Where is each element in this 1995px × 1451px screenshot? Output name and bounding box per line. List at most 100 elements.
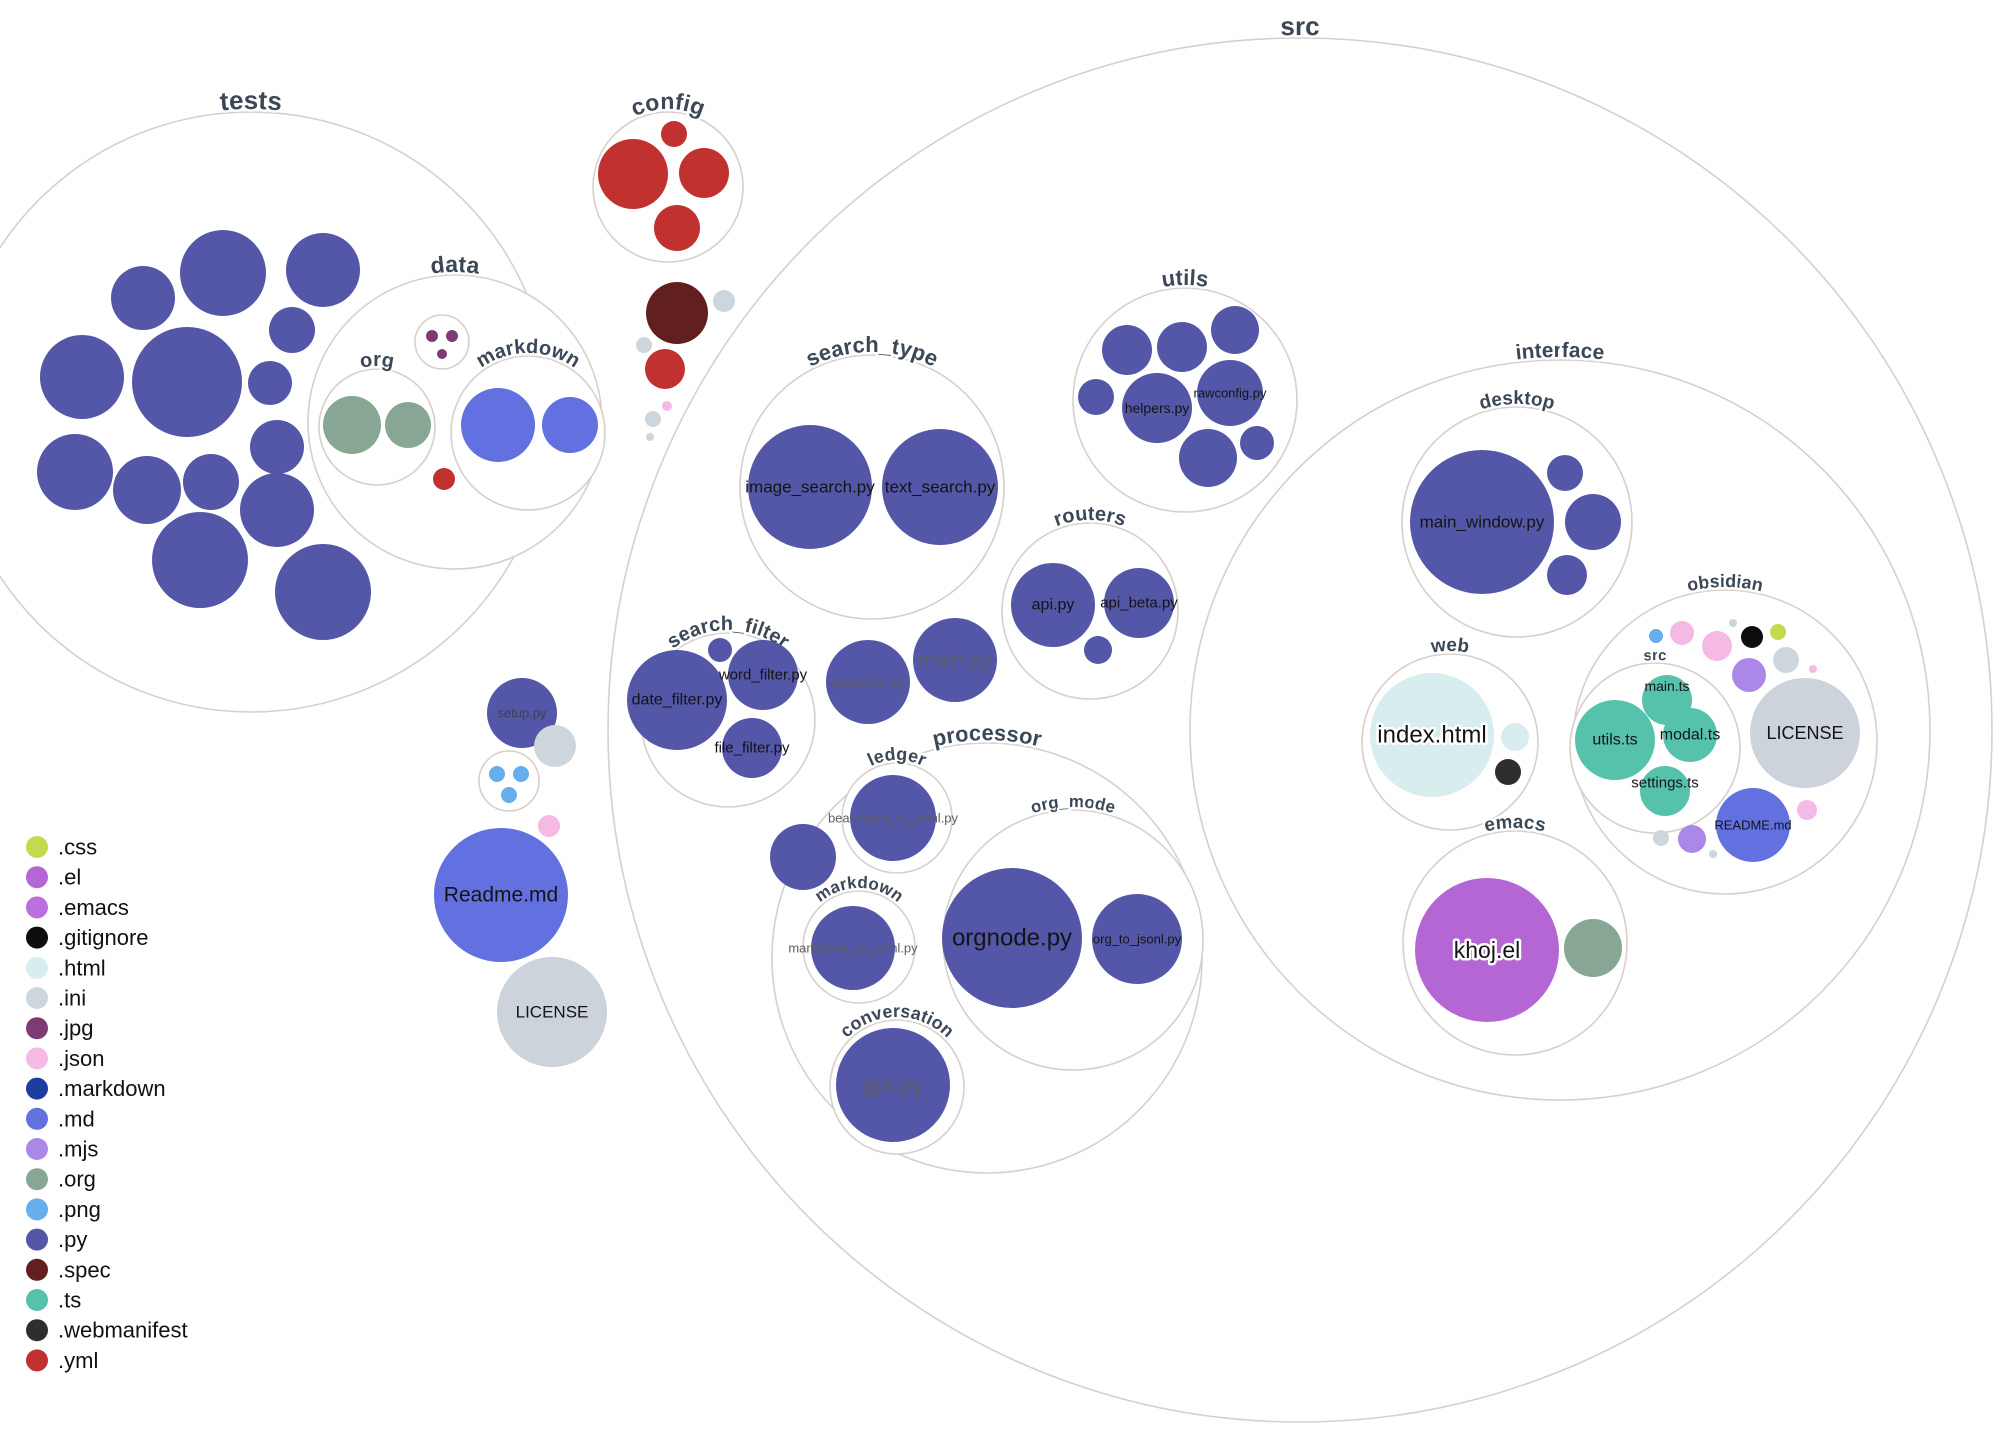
file-settings.ts-circle — [1640, 766, 1690, 816]
legend-swatch-html-icon — [26, 956, 48, 979]
file-Readme.md-label: Readme.md — [444, 884, 558, 907]
file-org-dot-circle — [1564, 919, 1622, 977]
file-settings.ts-label: settings.ts — [1631, 775, 1699, 792]
folder-src-label: src — [1280, 11, 1320, 41]
file-py-dot-circle — [1565, 494, 1621, 550]
file-py-dot-circle — [183, 454, 239, 510]
file-khoj.el-label: khoj.el — [1454, 937, 1520, 963]
file-md-dot-circle — [542, 397, 598, 453]
legend-swatch-json-icon — [26, 1047, 48, 1070]
legend-label-ts: .ts — [58, 1288, 81, 1313]
file-Readme.md-circle — [434, 828, 568, 962]
file-jpg-dot-circle — [437, 349, 447, 359]
file-index.html-circle — [1370, 673, 1494, 797]
file-README.md-circle — [1716, 788, 1790, 862]
file-setup.py-label: setup.py — [497, 706, 547, 721]
folder-interface-circle — [1189, 359, 1931, 1101]
file-orgnode.py-circle — [942, 868, 1082, 1008]
file-py-dot-circle — [1084, 636, 1112, 664]
file-py-dot-circle — [275, 544, 371, 640]
folder-src-label: src — [1643, 647, 1667, 665]
legend-label-css: .css — [58, 835, 97, 860]
file-text_search.py-label: text_search.py — [885, 478, 996, 497]
legend-label-emacs: .emacs — [58, 895, 129, 920]
file-api.py-label: api.py — [1032, 597, 1075, 614]
legend-label-gitignore: .gitignore — [58, 925, 149, 950]
file-jpg-dot-circle — [446, 330, 458, 342]
legend-swatch-ts-icon — [26, 1289, 48, 1311]
file-main_window.py-label: main_window.py — [1420, 513, 1545, 532]
file-yml-dot-circle — [654, 205, 700, 251]
legend-swatch-mjs-icon — [26, 1138, 48, 1160]
file-LICENSE-circle — [497, 957, 607, 1067]
folder-emacs-label: emacs — [1482, 812, 1547, 837]
folder-utils-label: utils — [1160, 265, 1210, 292]
file-gpt.py-label: gpt.py — [863, 1073, 923, 1098]
file-py-dot-circle — [250, 420, 304, 474]
file-README.md-label: README.md — [1714, 818, 1791, 833]
file-py-dot-circle — [1179, 429, 1237, 487]
legend-swatch-ini-icon — [26, 987, 48, 1009]
file-api_beta.py-label: api_beta.py — [1100, 595, 1178, 612]
file-py-dot-circle — [152, 512, 248, 608]
file-khoj.el-circle — [1415, 878, 1559, 1022]
folder-interface-label: interface — [1514, 339, 1605, 365]
file-main.ts-label: main.ts — [1644, 678, 1689, 694]
legend-swatch-jpg-icon — [26, 1017, 48, 1040]
file-beancount_to_jsonl.py-circle — [850, 775, 936, 861]
file-rawconfig.py-circle — [1197, 360, 1263, 426]
file-html-dot-circle — [1501, 723, 1529, 751]
legend-label-json: .json — [58, 1046, 104, 1071]
file-spec-dot-circle — [646, 282, 708, 344]
file-css-dot-circle — [1770, 624, 1786, 640]
file-json-dot-circle — [1809, 665, 1817, 673]
extension-legend: .css .el .emacs .gitignore .html .ini .jpg .jso… — [26, 835, 188, 1373]
legend-swatch-emacs-icon — [26, 896, 48, 919]
file-api_beta.py-circle — [1104, 568, 1174, 638]
folder-unnamed-circle — [478, 750, 540, 812]
file-ini-dot-circle — [1653, 830, 1669, 846]
file-json-dot-circle — [1702, 631, 1732, 661]
file-py-dot-circle — [1102, 325, 1152, 375]
file-org_to_jsonl.py-label: org_to_jsonl.py — [1093, 932, 1182, 947]
file-modal.ts-circle — [1663, 708, 1717, 762]
folder-web-label: web — [1429, 635, 1471, 658]
legend-swatch-gitignore-icon — [26, 926, 48, 949]
file-api.py-circle — [1011, 563, 1095, 647]
file-png-dot-circle — [489, 766, 505, 782]
file-word_filter.py-circle — [728, 640, 798, 710]
file-ini-dot-circle — [645, 411, 661, 427]
file-py-dot-circle — [1547, 555, 1587, 595]
file-org-dot-circle — [385, 402, 431, 448]
file-org_to_jsonl.py-circle — [1092, 894, 1182, 984]
legend-label-md: .md — [58, 1106, 95, 1131]
legend-label-webmanifest: .webmanifest — [58, 1318, 188, 1343]
file-yml-dot-circle — [598, 139, 668, 209]
file-index.html-label: index.html — [1377, 722, 1486, 749]
legend-swatch-py-icon — [26, 1228, 48, 1251]
file-json-dot-circle — [1670, 621, 1694, 645]
legend-swatch-org-icon — [26, 1168, 48, 1191]
file-ini-dot-circle — [534, 725, 576, 767]
file-gpt.py-circle — [836, 1028, 950, 1142]
file-ini-dot-circle — [1773, 647, 1799, 673]
file-png-dot-circle — [501, 787, 517, 803]
file-utils.ts-circle — [1575, 700, 1655, 780]
file-orgnode.py-label: orgnode.py — [952, 925, 1072, 952]
file-yml-dot-circle — [679, 148, 729, 198]
file-org-dot-circle — [323, 396, 381, 454]
file-modal.ts-label: modal.ts — [1660, 727, 1720, 744]
file-rawconfig.py-label: rawconfig.py — [1194, 386, 1267, 401]
file-py-dot-circle — [1078, 379, 1114, 415]
legend-label-org: .org — [58, 1167, 96, 1192]
file-main.py-label: main.py — [918, 649, 992, 672]
file-json-dot-circle — [1797, 800, 1817, 820]
file-ini-dot-circle — [646, 433, 654, 441]
file-mjs-dot-circle — [1732, 658, 1766, 692]
file-py-dot-circle — [770, 824, 836, 890]
file-configure.py-label: configure.py — [830, 674, 906, 690]
file-date_filter.py-label: date_filter.py — [632, 692, 723, 709]
legend-swatch-md-icon — [26, 1107, 48, 1130]
file-text_search.py-circle — [882, 429, 998, 545]
